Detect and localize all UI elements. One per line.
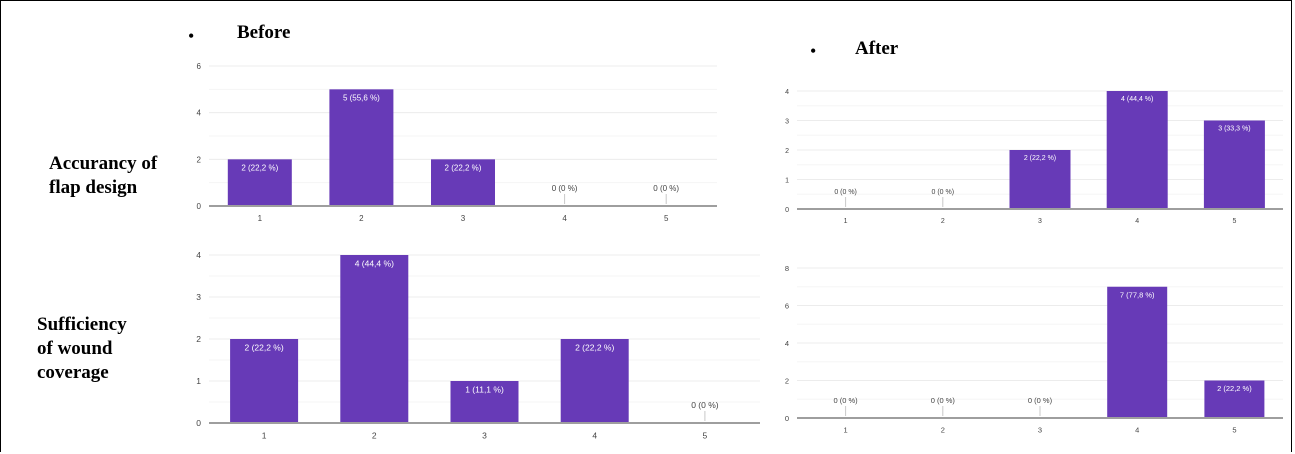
x-tick-label: 2 xyxy=(359,214,364,223)
bullet-after: • xyxy=(810,41,817,61)
bar xyxy=(227,159,292,206)
data-label: 5 (55,6 %) xyxy=(343,93,380,102)
x-tick-label: 3 xyxy=(461,214,466,223)
y-tick-label: 3 xyxy=(196,292,201,302)
data-label: 0 (0 %) xyxy=(932,189,955,196)
data-label: 0 (0 %) xyxy=(1028,396,1053,405)
data-label: 4 (44,4 %) xyxy=(355,259,394,269)
data-label: 2 (22,2 %) xyxy=(445,163,482,172)
y-tick-label: 6 xyxy=(785,302,789,311)
x-tick-label: 1 xyxy=(844,426,848,435)
x-tick-label: 2 xyxy=(941,426,945,435)
data-label: 2 (22,2 %) xyxy=(241,163,278,172)
y-tick-label: 1 xyxy=(196,376,201,386)
row-label-line: of wound xyxy=(37,338,113,359)
row-label-line: coverage xyxy=(37,362,109,383)
bar xyxy=(431,159,495,206)
data-label: 0 (0 %) xyxy=(691,400,719,410)
data-label: 3 (33,3 %) xyxy=(1218,126,1250,133)
bar xyxy=(1009,150,1071,209)
x-tick-label: 4 xyxy=(1135,426,1139,435)
row-label-line: Sufficiency xyxy=(37,314,127,335)
x-tick-label: 1 xyxy=(844,218,848,225)
y-tick-label: 0 xyxy=(785,414,789,423)
row-label-line: flap design xyxy=(49,177,138,198)
data-label: 0 (0 %) xyxy=(552,184,578,193)
bar xyxy=(1204,380,1265,418)
x-tick-label: 1 xyxy=(262,431,267,441)
x-tick-label: 5 xyxy=(703,431,708,441)
data-label: 0 (0 %) xyxy=(653,184,679,193)
data-label: 2 (22,2 %) xyxy=(1024,155,1056,162)
y-tick-label: 1 xyxy=(785,178,789,185)
bar xyxy=(1107,286,1168,418)
x-tick-label: 3 xyxy=(1038,218,1042,225)
x-tick-label: 4 xyxy=(562,214,567,223)
row-label-flap-design: Accurancy of flap design xyxy=(49,152,157,200)
data-label: 0 (0 %) xyxy=(834,396,859,405)
x-tick-label: 1 xyxy=(258,214,263,223)
x-tick-label: 4 xyxy=(1135,218,1139,225)
header-after: After xyxy=(855,38,899,59)
y-tick-label: 4 xyxy=(196,250,201,260)
y-tick-label: 6 xyxy=(197,62,202,71)
y-tick-label: 2 xyxy=(197,155,202,164)
x-tick-label: 5 xyxy=(1232,218,1236,225)
x-tick-label: 4 xyxy=(592,431,597,441)
bar xyxy=(1203,120,1265,209)
data-label: 2 (22,2 %) xyxy=(1217,384,1252,393)
bar xyxy=(560,339,629,423)
bar xyxy=(450,381,519,423)
bar xyxy=(340,255,409,423)
y-tick-label: 0 xyxy=(196,418,201,428)
bullet-before: • xyxy=(188,26,195,46)
data-label: 0 (0 %) xyxy=(931,396,956,405)
bar xyxy=(329,89,394,206)
data-label: 7 (77,8 %) xyxy=(1120,290,1155,299)
bar xyxy=(1106,91,1168,209)
y-tick-label: 4 xyxy=(197,109,202,118)
y-tick-label: 2 xyxy=(196,334,201,344)
data-label: 4 (44,4 %) xyxy=(1121,96,1153,103)
y-tick-label: 8 xyxy=(785,264,789,273)
data-label: 0 (0 %) xyxy=(834,189,857,196)
x-tick-label: 5 xyxy=(1232,426,1236,435)
row-label-wound-coverage: Sufficiency of wound coverage xyxy=(37,313,127,385)
y-tick-label: 2 xyxy=(785,148,789,155)
x-tick-label: 2 xyxy=(941,218,945,225)
bar xyxy=(230,339,299,423)
y-tick-label: 0 xyxy=(197,202,202,211)
row-label-line: Accurancy of xyxy=(49,153,158,174)
y-tick-label: 2 xyxy=(785,377,789,386)
y-tick-label: 0 xyxy=(785,207,789,214)
data-label: 2 (22,2 %) xyxy=(575,343,614,353)
x-tick-label: 2 xyxy=(372,431,377,441)
data-label: 1 (11,1 %) xyxy=(465,385,504,395)
y-tick-label: 4 xyxy=(785,89,789,96)
y-tick-label: 4 xyxy=(785,339,789,348)
data-label: 2 (22,2 %) xyxy=(244,343,283,353)
x-tick-label: 3 xyxy=(1038,426,1042,435)
x-tick-label: 5 xyxy=(664,214,669,223)
y-tick-label: 3 xyxy=(785,119,789,126)
x-tick-label: 3 xyxy=(482,431,487,441)
header-before: Before xyxy=(237,22,291,43)
